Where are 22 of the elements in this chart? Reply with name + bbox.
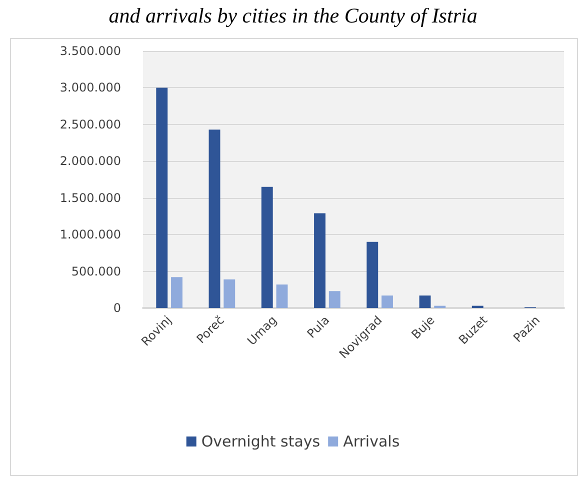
y-tick-label: 3.000.000 bbox=[60, 80, 121, 95]
chart-title: and arrivals by cities in the County of Istria bbox=[108, 4, 478, 28]
bar bbox=[382, 296, 393, 308]
legend-label: Arrivals bbox=[343, 432, 400, 450]
y-tick-label: 1.500.000 bbox=[60, 190, 121, 205]
y-tick-label: 3.500.000 bbox=[60, 44, 121, 58]
y-tick-label: 1.000.000 bbox=[60, 228, 121, 242]
y-tick-label: 0 bbox=[113, 301, 121, 315]
bar bbox=[208, 130, 220, 308]
bar bbox=[261, 186, 273, 308]
bar bbox=[366, 242, 378, 308]
bar bbox=[276, 284, 288, 308]
y-tick-label: 500.000 bbox=[71, 264, 121, 278]
bar bbox=[419, 296, 431, 308]
bar bbox=[328, 291, 340, 308]
y-tick-label: 2.500.000 bbox=[60, 117, 121, 132]
bar bbox=[314, 213, 326, 308]
bar bbox=[156, 88, 168, 308]
bar bbox=[171, 277, 182, 308]
legend-label: Overnight stays bbox=[201, 432, 320, 450]
y-tick-label: 2.000.000 bbox=[60, 154, 121, 168]
bar bbox=[224, 279, 236, 308]
